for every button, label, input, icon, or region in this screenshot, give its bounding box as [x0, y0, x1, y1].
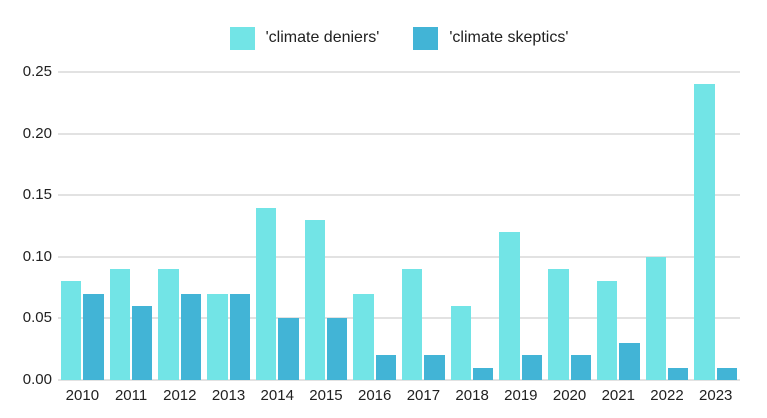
bar-series-0 [402, 269, 423, 380]
bar-group: 2015 [304, 72, 348, 404]
x-tick-label: 2011 [114, 387, 148, 404]
y-tick-label: 0.15 [22, 186, 52, 204]
bar-group: 2011 [109, 72, 153, 404]
bar-series-0 [499, 232, 520, 380]
gridline [58, 132, 740, 135]
bar-group: 2014 [255, 72, 299, 404]
bar-series-0 [694, 84, 715, 380]
bar-group: 2017 [402, 72, 445, 404]
legend-item-deniers: 'climate deniers' [229, 26, 380, 50]
x-tick-label: 2021 [601, 387, 635, 404]
legend-item-skeptics: 'climate skeptics' [413, 26, 569, 50]
legend-label: 'climate skeptics' [449, 29, 569, 46]
x-tick-label: 2010 [65, 387, 100, 404]
gridline [58, 194, 740, 197]
y-tick-label: 0.20 [22, 124, 52, 142]
legend-swatch [413, 26, 439, 50]
x-tick-label: 2020 [552, 387, 587, 404]
gridline [58, 71, 740, 73]
bar-series-0 [109, 269, 131, 380]
bar-series-1 [375, 355, 397, 380]
y-axis-labels: 0.00 0.05 0.10 0.15 0.20 0.25 [0, 63, 52, 388]
y-tick-label: 0.10 [22, 247, 52, 265]
gridline [58, 379, 740, 381]
bar-series-1 [229, 293, 250, 380]
bar-series-1 [570, 355, 591, 380]
bar-series-0 [596, 281, 618, 380]
x-tick-label: 2018 [455, 387, 489, 404]
bar-series-0 [548, 269, 569, 380]
x-tick-label: 2013 [211, 387, 246, 404]
legend: 'climate deniers' 'climate skeptics' [58, 24, 740, 52]
x-tick-label: 2017 [406, 387, 441, 404]
y-tick-label: 0.05 [22, 309, 52, 327]
bar-group: 2018 [450, 72, 494, 404]
bar-series-1 [83, 293, 104, 380]
bar-series-0 [304, 219, 325, 380]
bar-series-0 [207, 293, 228, 380]
bar-series-0 [645, 256, 666, 380]
bar-series-0 [255, 207, 277, 380]
bar-group: 2023 [694, 72, 738, 404]
bar-series-0 [353, 293, 374, 380]
gridline [58, 255, 740, 258]
bar-group: 2021 [596, 72, 640, 404]
bar-group: 2012 [158, 72, 202, 404]
x-tick-label: 2022 [650, 387, 684, 404]
bar-series-1 [667, 367, 689, 380]
bar-series-1 [180, 293, 202, 380]
bar-group: 2013 [207, 72, 250, 404]
y-tick-label: 0.00 [22, 371, 52, 388]
bar-series-0 [158, 269, 179, 380]
legend-swatch [229, 26, 255, 50]
x-tick-label: 2012 [163, 387, 197, 404]
x-tick-label: 2014 [260, 387, 294, 404]
plot-area: 2010 2011 2012 2013 2014 2015 2016 2017 2018 2019… [58, 71, 740, 404]
x-tick-label: 2023 [699, 387, 733, 404]
bar-series-1 [521, 355, 543, 380]
x-tick-label: 2019 [504, 387, 538, 404]
bar-series-1 [424, 355, 445, 380]
bar-series-0 [450, 306, 472, 380]
bar-group: 2022 [645, 72, 689, 404]
x-tick-label: 2015 [309, 387, 343, 404]
bar-group: 2016 [353, 72, 397, 404]
bar-groups: 2010 2011 2012 2013 2014 2015 2016 2017 2018 2019… [58, 72, 740, 404]
bar-series-1 [278, 318, 299, 380]
bar-series-1 [619, 343, 640, 380]
bar-series-1 [132, 306, 153, 380]
bar-series-1 [473, 367, 494, 380]
gridline [58, 317, 740, 320]
bar-series-1 [326, 318, 348, 380]
bar-series-0 [61, 281, 82, 380]
bar-group: 2010 [61, 72, 104, 404]
bar-group: 2020 [548, 72, 591, 404]
y-tick-label: 0.25 [22, 63, 52, 80]
bar-series-1 [716, 367, 738, 380]
legend-label: 'climate deniers' [265, 29, 380, 46]
x-tick-label: 2016 [357, 387, 392, 404]
bar-group: 2019 [499, 72, 543, 404]
